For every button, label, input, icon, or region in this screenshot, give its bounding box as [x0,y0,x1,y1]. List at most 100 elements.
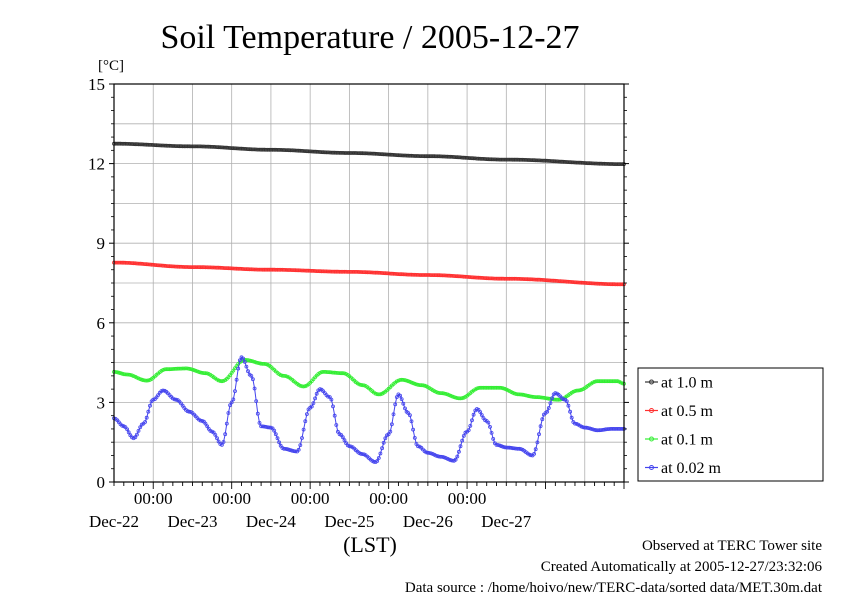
series-at-0-02-m-point [332,413,337,418]
series-at-0-1-m-point [298,383,303,388]
series-group [112,141,626,465]
series-at-0-1-m-point [406,379,411,384]
series-at-0-02-m-point [205,424,210,429]
x-time-label: 00:00 [369,489,408,508]
series-at-1-0-m [112,141,626,167]
series-at-0-02-m-point [455,454,460,459]
series-at-0-02-m-point [298,443,303,448]
series-at-0-02-m-point [409,419,414,424]
series-at-0-02-m-point [143,420,148,424]
series-at-0-02-m-point [277,440,282,445]
series-at-0-02-m-point [537,432,541,437]
series-at-0-02-m-point [174,397,179,402]
series-at-0-1-m-point [144,378,149,383]
y-tick-label: 0 [97,473,106,492]
series-at-0-1-m-point [373,391,378,396]
series-at-0-02-m-point [250,377,255,382]
footer-created-at: Created Automatically at 2005-12-27/23:3… [541,559,823,575]
series-at-0-1-m-point [376,392,381,397]
series-at-0-02-m-point [456,449,461,454]
series-at-0-1-m-point [420,383,425,388]
series-at-0-02-m-point [389,422,394,427]
x-date-label: Dec-22 [89,512,139,531]
series-at-0-02-m-point [215,436,219,441]
series-at-0-02-m-point [546,406,551,410]
y-tick-label: 15 [88,75,105,94]
series-at-0-02-m-point [326,394,331,399]
legend-item-at-0-1-m-label: at 0.1 m [661,432,714,449]
series-at-0-02-m-point [151,397,156,402]
series-at-0-1-m-point [187,366,192,371]
series-at-0-1-m-point [340,371,345,376]
series-at-0-02-m-point [569,415,574,420]
series-at-0-02-m-point [468,423,473,428]
x-time-label: 00:00 [134,489,173,508]
series-at-0-02-m-point [378,451,383,456]
series-at-0-02-m [112,355,626,465]
series-at-0-1-m-point [246,358,250,363]
x-axis-label: (LST) [343,532,397,557]
series-at-0-1-m-point [458,396,463,401]
series-at-0-02-m-point [144,415,149,420]
series-at-0-02-m-point [296,447,301,452]
series-at-0-02-m-point [360,452,365,457]
series-at-0-1-m-point [499,385,504,390]
series-at-0-02-m-point [380,446,385,451]
footer-observed-at: Observed at TERC Tower site [642,538,822,554]
series-at-0-02-m-point [228,403,233,408]
series-at-0-02-m-point [234,377,239,382]
series-at-0-02-m-point [466,428,471,433]
legend-item-at-0-5-m-label: at 0.5 m [661,403,714,420]
series-at-0-02-m-point [491,436,496,441]
series-at-0-02-m-point [568,409,572,414]
series-at-0-02-m-point [407,413,412,418]
series-at-0-02-m-point [538,424,543,429]
series-at-0-02-m-point [229,400,234,405]
series-at-0-1-m-point [576,388,581,393]
series-at-0-02-m-point [342,438,347,443]
series-at-0-02-m-point [272,428,277,433]
legend-item-at-0-02-m-swatch-marker [649,465,654,470]
series-at-0-02-m-point [221,440,226,444]
x-date-label: Dec-24 [246,512,297,531]
series-at-0-02-m-point [532,451,536,456]
x-time-label: 00:00 [448,489,487,508]
series-at-0-02-m-point [434,453,438,458]
series-at-0-02-m-point [288,448,293,453]
footer-data-source: Data source : /home/hoivo/new/TERC-data/… [405,580,823,595]
series-at-0-1-m-point [203,371,208,376]
series-at-0-02-m-point [293,449,298,454]
series-at-0-02-m-point [584,425,589,430]
series-at-0-02-m-point [347,444,352,449]
legend-item-at-0-02-m-label: at 0.02 m [661,460,722,477]
series-at-0-02-m-point [458,444,463,449]
series-at-0-02-m-point [216,439,221,444]
series-at-0-02-m-point [383,436,388,441]
series-at-0-02-m-point [550,396,554,401]
series-at-0-02-m-point [219,442,224,447]
series-at-0-1-m-point [262,361,267,366]
series-at-0-02-m-point [231,397,236,402]
series-at-0-02-m-point [453,457,458,462]
series-at-0-1-m-point [278,373,283,378]
series-at-0-1-m-point [216,378,221,383]
series-at-0-02-m-point [411,427,416,432]
series-at-0-1-m-point [301,384,306,389]
series-at-0-1-m-point [118,371,123,376]
series-at-0-02-m-point [146,409,151,414]
series-at-0-02-m-point [275,436,280,441]
series-at-0-02-m-point [249,373,254,378]
series-at-0-1-m-point [501,386,505,391]
series-at-0-02-m-point [335,429,340,434]
series-at-0-02-m-point [148,403,152,408]
legend-item-at-0-1-m-swatch-marker [649,436,654,442]
series-at-0-02-m-point [246,369,250,374]
series-at-0-02-m-point [313,396,318,401]
series-at-0-02-m-point [528,453,533,458]
series-at-0-02-m-point [241,356,246,361]
series-at-0-02-m-point [548,401,553,406]
legend-item-at-1-0-m-label: at 1.0 m [661,375,714,392]
series-at-0-1-m-point [128,372,133,377]
series-at-0-02-m-point [375,459,380,463]
